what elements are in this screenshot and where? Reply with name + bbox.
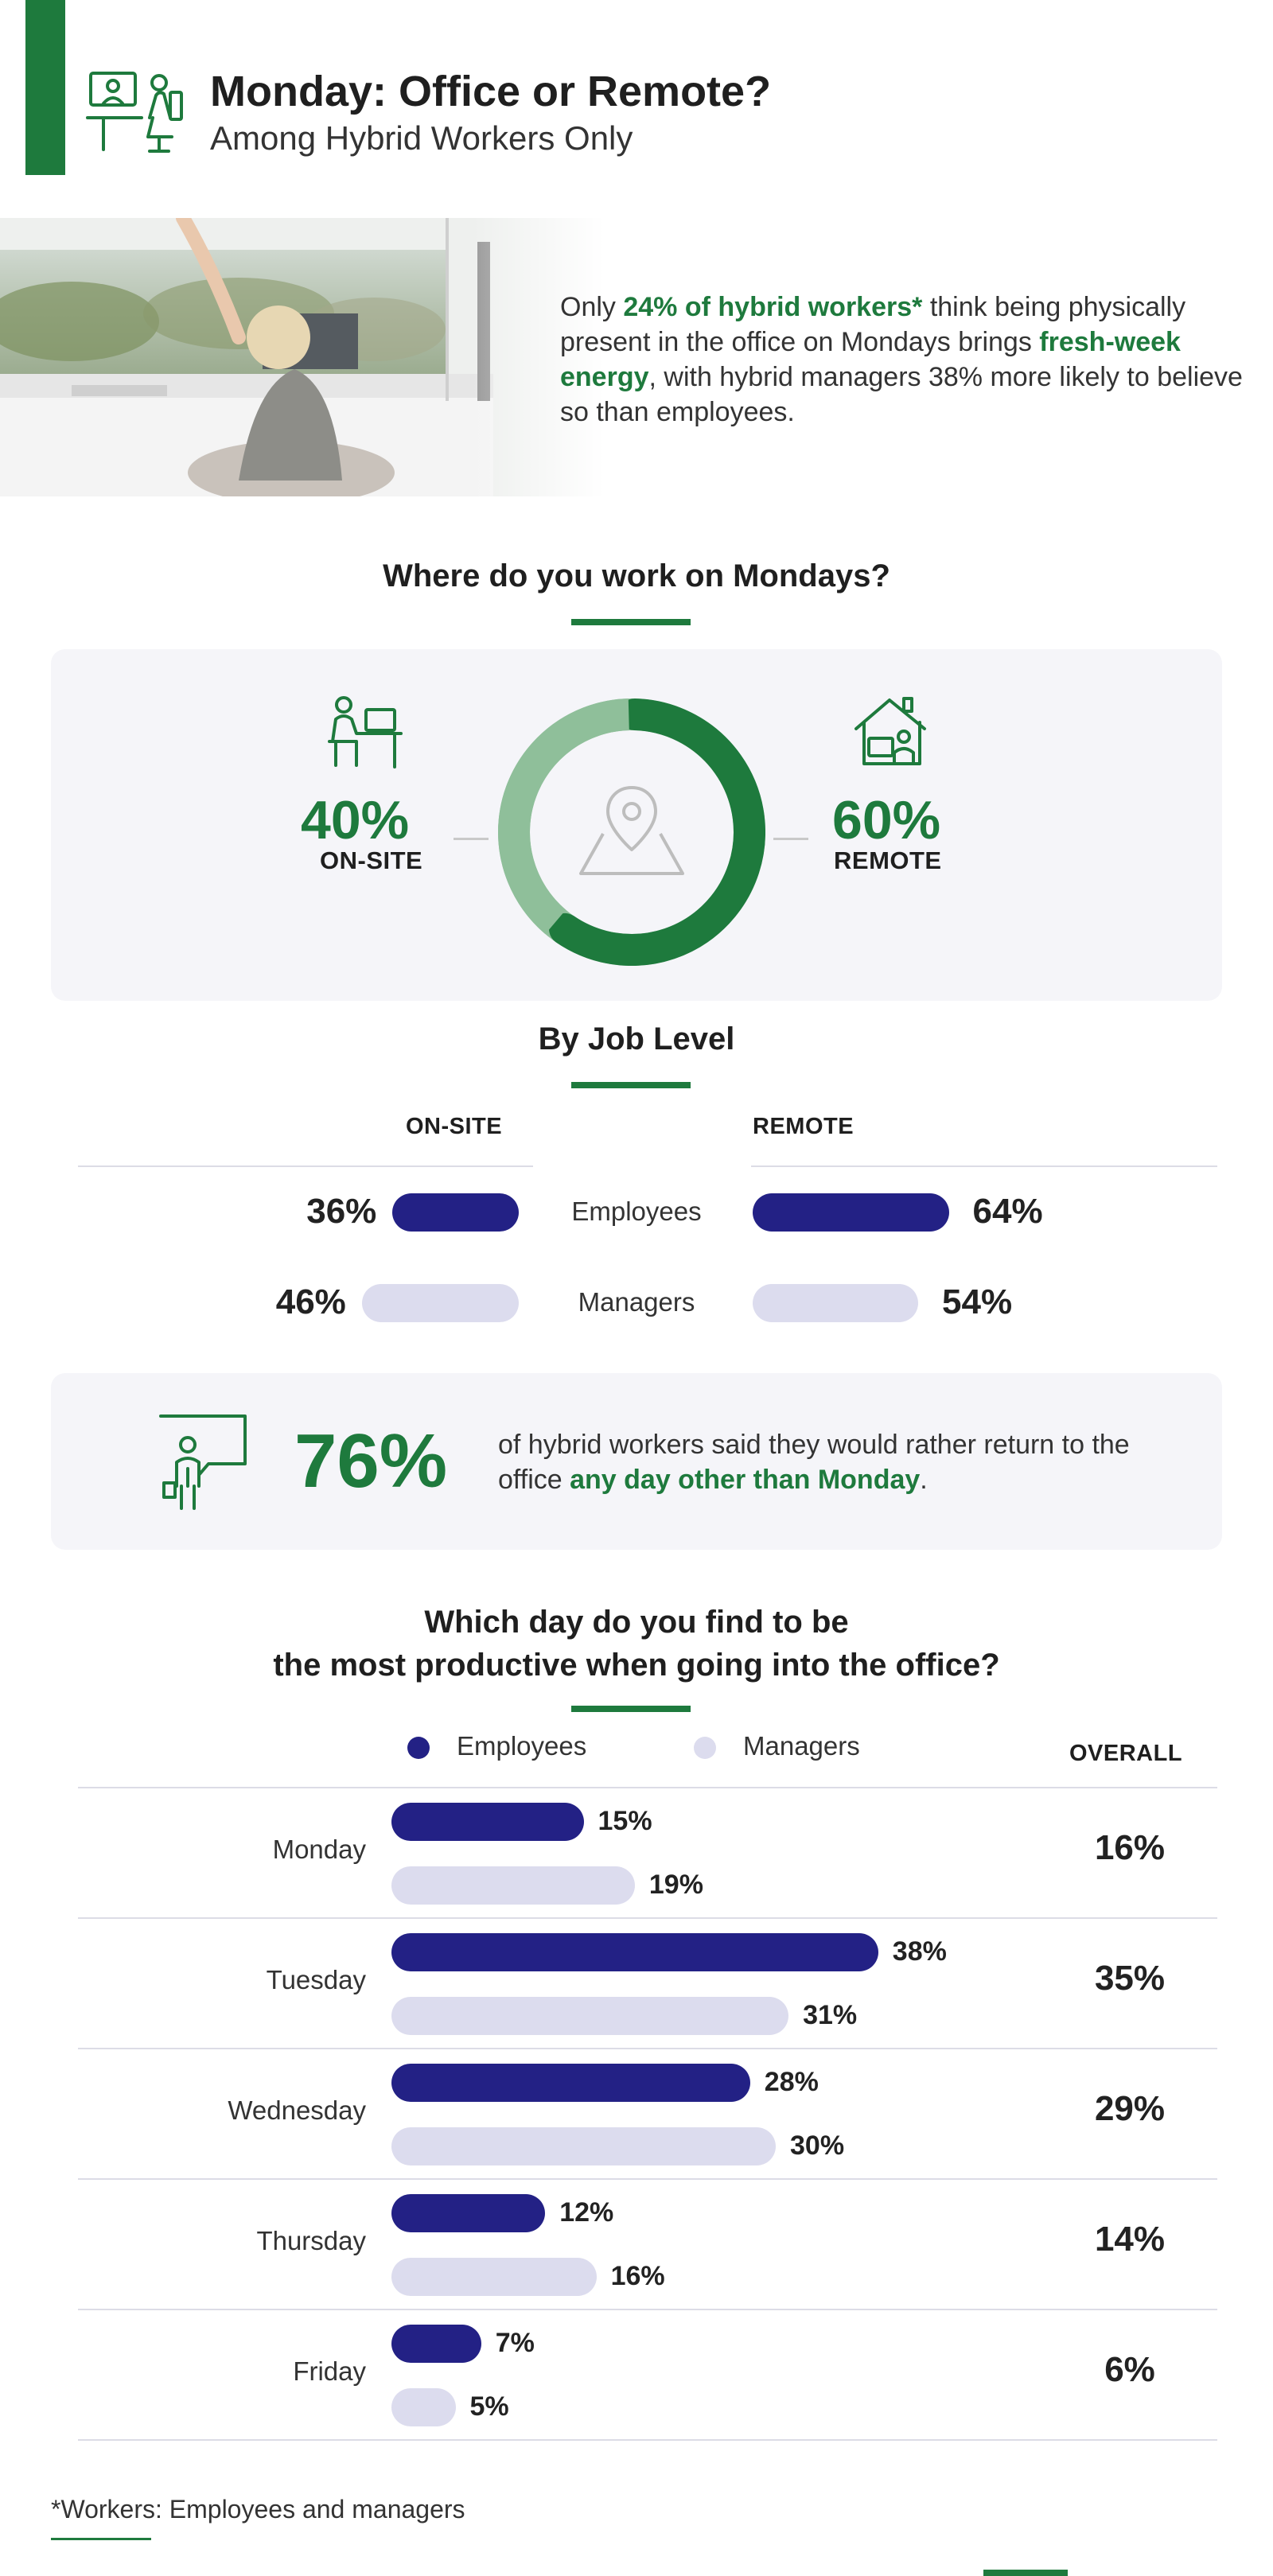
job-onsite-rule (78, 1165, 533, 1167)
day-val-managers-wednesday: 30% (790, 2130, 845, 2161)
donut-slice-onsite (498, 698, 630, 935)
day-bar-managers-thursday (391, 2258, 597, 2296)
day-overall-monday: 16% (1094, 1828, 1166, 1867)
day-rule-top (78, 1787, 1217, 1788)
callout-value: 76% (294, 1418, 448, 1504)
day-rule-friday (78, 2439, 1217, 2441)
productive-day-title-line2: the most productive when going into the … (273, 1648, 1000, 1683)
day-val-managers-thursday: 16% (610, 2261, 665, 2291)
page-title: Monday: Office or Remote? (210, 68, 772, 115)
location-pin-icon (579, 786, 684, 875)
day-overall-friday: 6% (1104, 2350, 1155, 2389)
onsite-connector (454, 838, 489, 840)
legend-managers-label: Managers (743, 1731, 860, 1761)
callout-highlight: any day other than Monday (570, 1465, 921, 1495)
day-bar-managers-wednesday (391, 2127, 776, 2165)
job-bar-remote-employees (753, 1193, 949, 1232)
day-val-employees-thursday: 12% (559, 2197, 614, 2228)
remote-home-icon (855, 697, 926, 765)
work-location-donut (498, 698, 765, 966)
day-label-wednesday: Wednesday (228, 2095, 366, 2125)
job-remote-rule (751, 1165, 1217, 1167)
day-bar-managers-friday (391, 2388, 456, 2426)
job-level-underline (571, 1082, 691, 1088)
job-onsite-header: ON-SITE (406, 1114, 503, 1139)
day-rule-monday (78, 1917, 1217, 1919)
productive-day-underline (571, 1706, 691, 1712)
footnote: *Workers: Employees and managers (51, 2495, 465, 2523)
remote-percent: 60% (832, 790, 941, 850)
day-bar-employees-wednesday (391, 2064, 750, 2102)
job-level-title: By Job Level (538, 1021, 735, 1056)
on-site-worker-icon (328, 696, 403, 769)
day-val-employees-friday: 7% (495, 2328, 535, 2358)
legend-managers-dot (694, 1737, 716, 1759)
day-overall-tuesday: 35% (1094, 1959, 1166, 1998)
day-overall-thursday: 14% (1094, 2220, 1166, 2259)
day-val-managers-friday: 5% (469, 2391, 509, 2422)
job-bar-onsite-managers (361, 1284, 519, 1322)
bottom-accent (983, 2570, 1068, 2576)
intro-text: Only 24% of hybrid workers* think being … (560, 292, 1243, 427)
day-val-managers-monday: 19% (648, 1870, 703, 1900)
page-subtitle: Among Hybrid Workers Only (210, 119, 633, 157)
where-title-underline (571, 619, 691, 625)
where-title: Where do you work on Mondays? (383, 558, 890, 593)
callout-text: of hybrid workers said they would rather… (498, 1430, 1130, 1495)
legend-employees-dot (407, 1737, 430, 1759)
day-val-employees-monday: 15% (598, 1806, 652, 1836)
day-label-friday: Friday (293, 2356, 366, 2386)
job-pct-onsite-employees: 36% (306, 1192, 377, 1231)
job-pct-remote-employees: 64% (972, 1192, 1043, 1231)
day-bar-employees-monday (391, 1803, 584, 1841)
intro-highlight-2: fresh-week energy (560, 327, 1181, 392)
legend-employees-label: Employees (457, 1731, 587, 1761)
day-overall-wednesday: 29% (1094, 2089, 1166, 2128)
job-pct-onsite-managers: 46% (275, 1282, 346, 1321)
presenter-board-icon (159, 1414, 247, 1510)
job-pct-remote-managers: 54% (942, 1282, 1013, 1321)
onsite-label: ON-SITE (320, 846, 423, 874)
accent-bar (25, 0, 65, 175)
day-val-managers-tuesday: 31% (803, 2000, 858, 2030)
donut-slice-remote (549, 698, 765, 966)
day-bar-employees-thursday (391, 2194, 546, 2232)
day-val-employees-tuesday: 38% (892, 1936, 947, 1967)
day-label-monday: Monday (272, 1835, 366, 1864)
job-bar-remote-managers (753, 1284, 918, 1322)
overall-header: OVERALL (1069, 1741, 1183, 1766)
day-bar-employees-tuesday (391, 1933, 878, 1971)
day-bar-managers-monday (391, 1866, 635, 1905)
remote-connector (773, 838, 808, 840)
intro-highlight-1: 24% of hybrid workers* (623, 292, 923, 322)
remote-label: REMOTE (834, 846, 942, 874)
day-rule-tuesday (78, 2048, 1217, 2049)
day-bar-employees-friday (391, 2325, 481, 2363)
day-label-thursday: Thursday (256, 2226, 366, 2255)
day-rule-wednesday (78, 2178, 1217, 2180)
day-bar-managers-tuesday (391, 1997, 789, 2035)
day-label-tuesday: Tuesday (266, 1965, 366, 1994)
desk-worker-icon (86, 72, 183, 153)
job-row-label-employees: Employees (571, 1197, 702, 1226)
onsite-percent: 40% (301, 790, 410, 850)
productive-day-title-line1: Which day do you find to be (424, 1605, 849, 1640)
job-row-label-managers: Managers (578, 1287, 695, 1317)
footnote-underline (51, 2538, 151, 2540)
day-rule-thursday (78, 2309, 1217, 2310)
day-val-employees-wednesday: 28% (764, 2067, 819, 2097)
productive-day-title: Which day do you find to be the most pro… (0, 1601, 1273, 1687)
job-bar-onsite-employees (392, 1193, 519, 1232)
job-remote-header: REMOTE (753, 1114, 855, 1139)
hero-photo (0, 218, 605, 496)
